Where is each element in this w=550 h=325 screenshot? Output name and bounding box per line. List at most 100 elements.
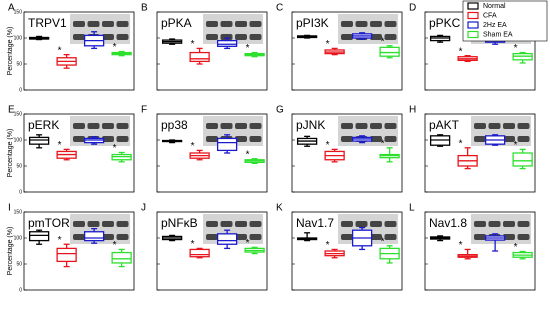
blot-band <box>474 123 486 129</box>
panel-letter: K <box>276 203 283 214</box>
y-axis-label: Percentage (%) <box>7 227 14 276</box>
blot-band <box>370 123 382 129</box>
significance-mark: * <box>246 43 250 54</box>
blot-band <box>235 123 247 129</box>
blot-band <box>87 123 100 129</box>
box <box>83 231 105 242</box>
panel-letter: A <box>8 3 15 14</box>
box <box>512 152 533 167</box>
significance-mark: * <box>514 140 518 151</box>
blot-band <box>370 221 382 227</box>
blot-band <box>341 221 353 227</box>
significance-mark: * <box>381 36 385 47</box>
blot-band <box>73 234 85 240</box>
blot-band <box>474 234 486 240</box>
blot-band <box>73 123 85 129</box>
y-tick-label: 100 <box>14 35 23 41</box>
blot-band <box>503 123 515 129</box>
significance-mark: * <box>326 240 330 251</box>
panel-letter: I <box>8 203 11 214</box>
significance-mark: * <box>191 39 195 50</box>
box <box>28 231 50 242</box>
blot-band <box>116 123 129 129</box>
box <box>189 248 210 258</box>
blot-band <box>249 123 262 129</box>
significance-mark: * <box>58 45 62 56</box>
panel-letter: F <box>141 105 147 116</box>
y-tick-label: 0 <box>19 189 22 195</box>
significance-mark: * <box>246 149 250 160</box>
significance-mark: * <box>113 240 117 251</box>
plot-frame <box>23 11 135 91</box>
panel-letter: E <box>8 105 15 116</box>
panel-letter: C <box>276 3 283 14</box>
box <box>379 46 400 57</box>
blot-band <box>517 221 530 227</box>
blot-band <box>517 123 530 129</box>
western-blot <box>338 14 398 44</box>
significance-mark: * <box>459 46 463 57</box>
blot-band <box>249 21 262 27</box>
blot-band <box>341 234 353 240</box>
legend-swatch <box>467 11 479 20</box>
blot-band <box>206 21 218 27</box>
panel-title: pmTOR <box>28 216 70 230</box>
blot-band <box>235 136 247 142</box>
y-tick-label: 150 <box>14 111 23 117</box>
blot-band <box>503 221 515 227</box>
blot-band <box>249 221 262 227</box>
blot-band <box>220 221 233 227</box>
significance-mark: * <box>326 39 330 50</box>
panel-title: TRPV1 <box>28 16 67 30</box>
significance-mark: * <box>459 240 463 251</box>
plot-frame <box>291 113 403 193</box>
legend-swatch <box>467 2 479 10</box>
blot-band <box>206 234 218 240</box>
plot-frame <box>291 211 403 291</box>
plot-frame <box>23 113 135 193</box>
blot-band <box>249 234 262 240</box>
blot-band <box>235 221 247 227</box>
western-blot <box>203 14 263 44</box>
blot-band <box>488 221 501 227</box>
blot-band <box>73 221 85 227</box>
blot-band <box>73 21 85 27</box>
blot-band <box>102 234 114 240</box>
blot-band <box>102 21 114 27</box>
significance-mark: * <box>191 141 195 152</box>
box <box>216 233 238 245</box>
blot-band <box>341 21 353 27</box>
blot-band <box>517 234 530 240</box>
significance-mark: * <box>514 43 518 54</box>
significance-mark: * <box>113 143 117 154</box>
blot-band <box>102 123 114 129</box>
blot-band <box>384 136 397 142</box>
blot-band <box>384 123 397 129</box>
blot-band <box>474 221 486 227</box>
blot-band <box>370 136 382 142</box>
significance-mark: * <box>381 236 385 247</box>
panel-letter: B <box>141 3 148 14</box>
box <box>28 136 50 145</box>
panel-title: pPKA <box>161 16 192 30</box>
panel-title: pPKC <box>429 16 461 30</box>
blot-band <box>73 34 85 40</box>
plot-frame <box>156 11 268 91</box>
panel-title: Nav1.8 <box>429 216 467 230</box>
panel-title: pPI3K <box>296 16 329 30</box>
blot-band <box>116 34 129 40</box>
legend-label: 2Hz EA <box>483 22 507 29</box>
blot-band <box>116 234 129 240</box>
blot-band <box>206 136 218 142</box>
blot-band <box>102 221 114 227</box>
blot-band <box>474 136 486 142</box>
legend-label: CFA <box>483 12 497 19</box>
panel-title: pERK <box>28 118 59 132</box>
significance-mark: * <box>459 138 463 149</box>
blot-band <box>488 123 501 129</box>
y-tick-label: 0 <box>19 287 22 293</box>
blot-band <box>220 123 233 129</box>
blot-band <box>235 34 247 40</box>
y-tick-label: 100 <box>14 235 23 241</box>
